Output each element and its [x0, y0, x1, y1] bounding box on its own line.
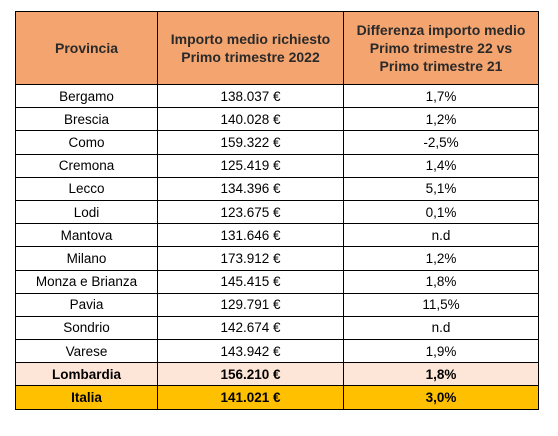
cell-importo: 143.942 €: [157, 339, 344, 364]
cell-differenza: 5,1%: [343, 176, 539, 201]
table-row: Milano 173.912 € 1,2%: [15, 246, 539, 271]
cell-differenza: 1,8%: [343, 269, 539, 294]
cell-importo: 140.028 €: [157, 107, 344, 132]
table-row: Lodi 123.675 € 0,1%: [15, 199, 539, 225]
cell-differenza: 1,7%: [343, 83, 539, 109]
cell-differenza: 1,2%: [343, 246, 539, 271]
lombardia-total-row: Lombardia 156.210 € 1,8%: [15, 362, 539, 387]
cell-provincia: Monza e Brianza: [15, 269, 158, 294]
table-row: Sondrio 142.674 € n.d: [15, 315, 539, 341]
table-row: Monza e Brianza 145.415 € 1,8%: [15, 269, 539, 294]
cell-differenza: 11,5%: [343, 292, 539, 317]
cell-provincia: Pavia: [15, 292, 158, 317]
cell-differenza: 1,2%: [343, 107, 539, 132]
cell-provincia: Cremona: [15, 153, 158, 178]
header-provincia: Provincia: [15, 11, 158, 85]
cell-differenza: 3,0%: [343, 385, 539, 410]
cell-importo: 156.210 €: [157, 362, 344, 387]
cell-differenza: 1,4%: [343, 153, 539, 178]
table-row: Pavia 129.791 € 11,5%: [15, 292, 539, 317]
cell-importo: 138.037 €: [157, 83, 344, 109]
cell-provincia: Sondrio: [15, 315, 158, 341]
cell-differenza: 0,1%: [343, 199, 539, 225]
cell-importo: 142.674 €: [157, 315, 344, 341]
table-row: Brescia 140.028 € 1,2%: [15, 107, 539, 132]
cell-importo: 134.396 €: [157, 176, 344, 201]
table-row: Cremona 125.419 € 1,4%: [15, 153, 539, 178]
cell-importo: 129.791 €: [157, 292, 344, 317]
cell-importo: 141.021 €: [157, 385, 344, 410]
cell-importo: 125.419 €: [157, 153, 344, 178]
table-row: Bergamo 138.037 € 1,7%: [15, 83, 539, 109]
cell-differenza: 1,8%: [343, 362, 539, 387]
cell-differenza: n.d: [343, 223, 539, 248]
cell-importo: 159.322 €: [157, 130, 344, 155]
cell-importo: 123.675 €: [157, 199, 344, 225]
cell-provincia: Lombardia: [15, 362, 158, 387]
cell-importo: 145.415 €: [157, 269, 344, 294]
header-importo-medio: Importo medio richiesto Primo trimestre …: [157, 11, 344, 85]
cell-provincia: Como: [15, 130, 158, 155]
cell-importo: 173.912 €: [157, 246, 344, 271]
cell-provincia: Mantova: [15, 223, 158, 248]
table-row: Varese 143.942 € 1,9%: [15, 339, 539, 364]
header-differenza: Differenza importo medio Primo trimestre…: [343, 11, 539, 85]
cell-provincia: Lodi: [15, 199, 158, 225]
table-row: Como 159.322 € -2,5%: [15, 130, 539, 155]
italia-total-row: Italia 141.021 € 3,0%: [15, 385, 539, 410]
cell-differenza: n.d: [343, 315, 539, 341]
table-header-row: Provincia Importo medio richiesto Primo …: [15, 11, 539, 85]
table-row: Mantova 131.646 € n.d: [15, 223, 539, 248]
cell-importo: 131.646 €: [157, 223, 344, 248]
cell-provincia: Italia: [15, 385, 158, 410]
cell-provincia: Brescia: [15, 107, 158, 132]
provinces-table: Provincia Importo medio richiesto Primo …: [15, 11, 539, 410]
cell-provincia: Varese: [15, 339, 158, 364]
cell-provincia: Bergamo: [15, 83, 158, 109]
cell-differenza: -2,5%: [343, 130, 539, 155]
cell-provincia: Lecco: [15, 176, 158, 201]
cell-provincia: Milano: [15, 246, 158, 271]
table-row: Lecco 134.396 € 5,1%: [15, 176, 539, 201]
cell-differenza: 1,9%: [343, 339, 539, 364]
